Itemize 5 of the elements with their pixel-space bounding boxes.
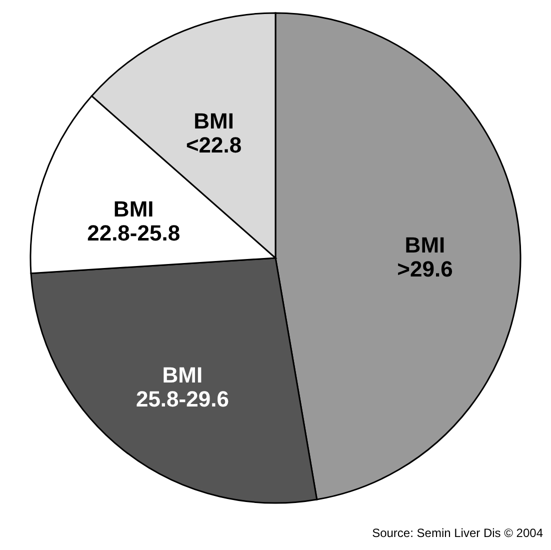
source-note: Source: Semin Liver Dis © 2004 <box>372 526 544 540</box>
slice-label: BMI 25.8-29.6 <box>136 362 229 412</box>
slice-label: BMI 22.8-25.8 <box>87 196 180 246</box>
slice-label: BMI <22.8 <box>186 108 242 158</box>
slice-label: BMI >29.6 <box>397 232 453 282</box>
